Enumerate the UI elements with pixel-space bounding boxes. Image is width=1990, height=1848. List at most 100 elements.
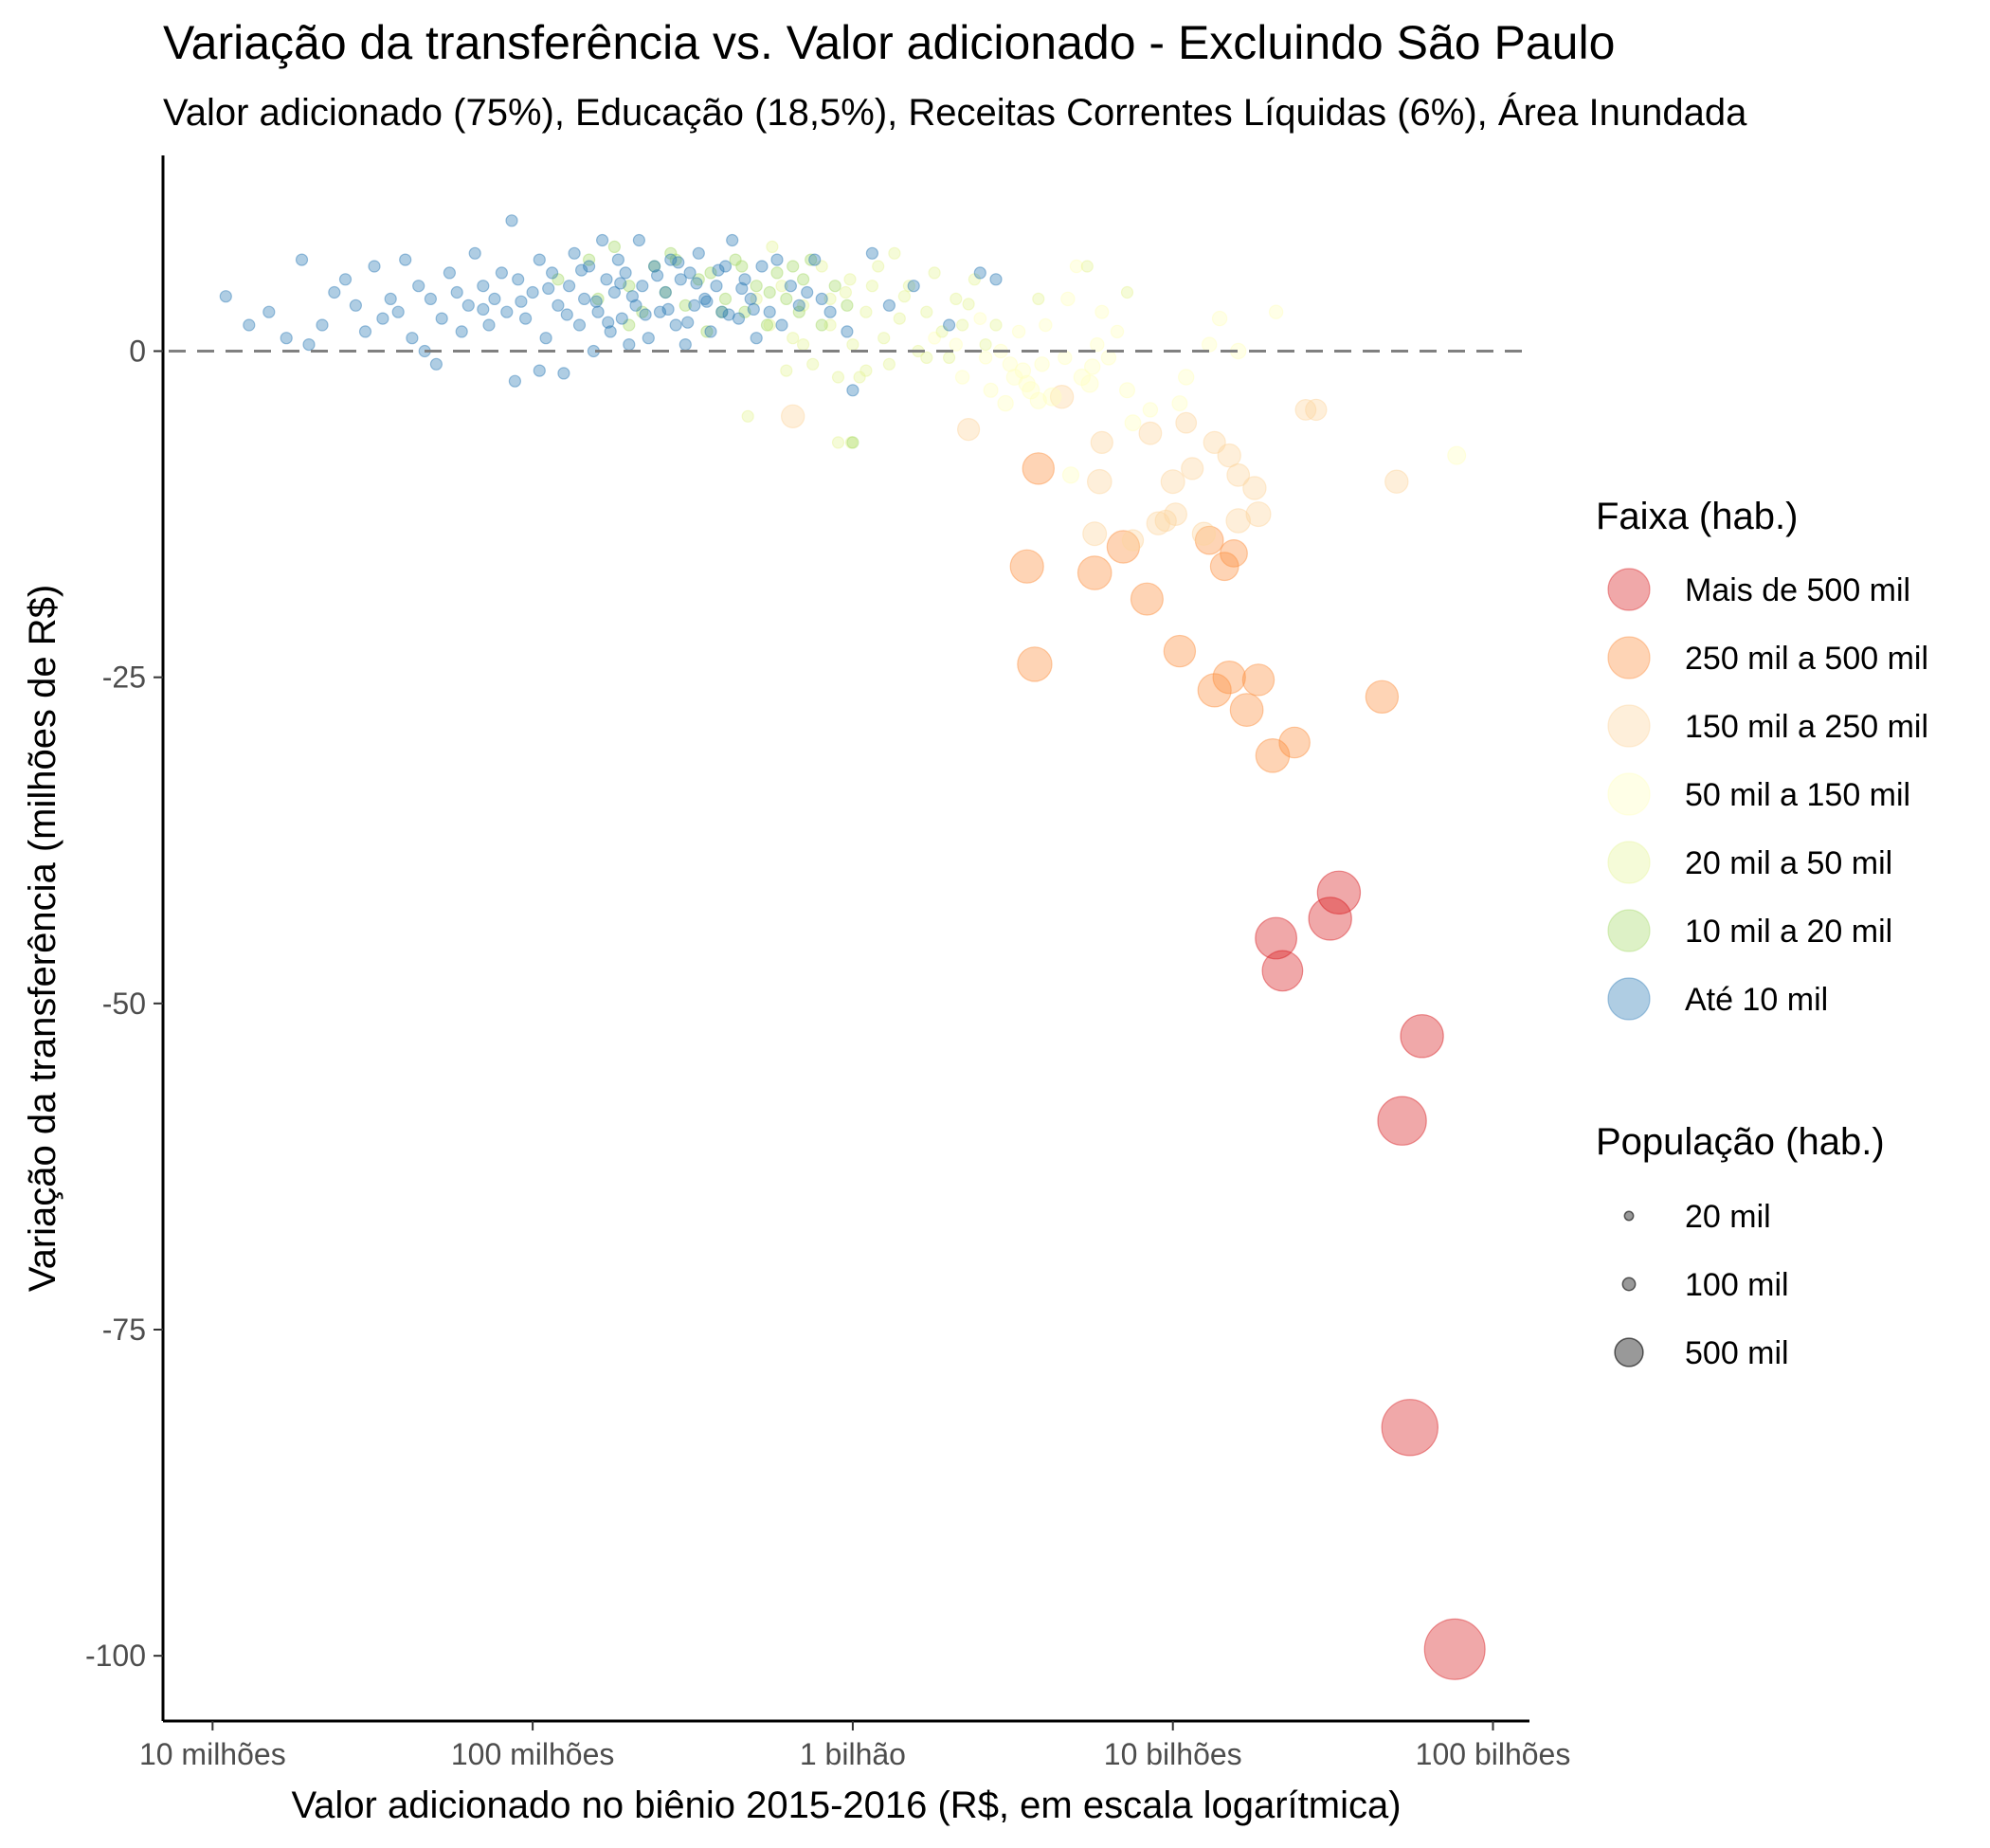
data-point (678, 338, 692, 352)
data-point (636, 280, 649, 293)
data-point (1058, 350, 1073, 366)
data-point (973, 312, 987, 326)
data-point (316, 318, 329, 332)
data-point (729, 253, 742, 266)
data-point (1175, 411, 1198, 434)
data-point (672, 256, 685, 269)
color-legend-title: Faixa (hab.) (1596, 496, 1798, 537)
data-point (715, 305, 729, 318)
data-point (1130, 582, 1164, 616)
data-point (823, 292, 837, 305)
data-point (1009, 549, 1044, 584)
data-point (1106, 530, 1141, 564)
data-point (683, 266, 696, 280)
data-point (1163, 634, 1197, 668)
data-point (562, 280, 576, 293)
data-point (853, 371, 866, 384)
data-point (1181, 457, 1204, 480)
data-point (552, 299, 565, 312)
data-point (710, 280, 723, 293)
data-point (1032, 292, 1045, 305)
data-point (780, 292, 793, 305)
data-point (602, 316, 615, 329)
data-point (882, 357, 896, 371)
color-legend-label: Mais de 500 mil (1685, 572, 1910, 608)
data-point (1011, 324, 1026, 339)
data-point (692, 273, 705, 286)
data-point (623, 318, 636, 332)
data-point (935, 325, 949, 338)
chart-title: Variação da transferência vs. Valor adic… (163, 16, 1615, 69)
data-point (763, 318, 776, 332)
data-point (482, 318, 496, 332)
data-point (692, 246, 705, 260)
data-point (542, 281, 555, 295)
data-point (846, 384, 859, 397)
data-point (831, 436, 845, 449)
data-point (823, 318, 837, 332)
data-point (577, 292, 591, 305)
data-point (1082, 521, 1108, 547)
data-point (1121, 529, 1145, 552)
data-point (755, 260, 769, 273)
data-point (1005, 369, 1023, 386)
size-legend-label: 500 mil (1685, 1335, 1789, 1371)
data-point (1100, 350, 1117, 366)
y-tick-label: -100 (85, 1639, 146, 1673)
data-point (902, 280, 916, 293)
data-point (796, 338, 810, 352)
data-point (841, 325, 854, 338)
data-point (1087, 468, 1113, 495)
data-point (568, 246, 581, 260)
data-point (650, 269, 664, 282)
data-point (1201, 336, 1218, 353)
data-point (1160, 469, 1185, 495)
data-point (1022, 452, 1056, 485)
data-point (1305, 398, 1328, 422)
data-point (1365, 679, 1400, 715)
color-legend-label: 250 mil a 500 mil (1685, 641, 1928, 677)
data-point (495, 266, 509, 280)
data-point (349, 299, 362, 312)
data-point (865, 246, 879, 260)
data-point (983, 382, 999, 398)
color-legend-label: 20 mil a 50 mil (1685, 845, 1892, 881)
data-point (1164, 502, 1187, 526)
size-legend-label: 20 mil (1685, 1199, 1771, 1235)
data-point (219, 290, 232, 303)
data-point (928, 266, 941, 280)
data-point (1022, 381, 1040, 400)
data-point (614, 277, 627, 290)
data-point (1268, 304, 1284, 319)
data-point (843, 273, 857, 286)
data-point (877, 332, 891, 345)
data-point (625, 290, 640, 303)
data-point (942, 318, 956, 332)
data-point (243, 318, 256, 332)
data-point (1191, 521, 1217, 546)
y-axis-title: Variação da transferência (milhões de R$… (22, 585, 63, 1292)
data-point (328, 285, 341, 299)
data-point (815, 260, 828, 273)
data-point (775, 318, 788, 332)
data-point (1042, 387, 1062, 407)
data-point (766, 240, 779, 253)
x-axis-title: Valor adicionado no biênio 2015-2016 (R$… (291, 1785, 1401, 1826)
data-point (805, 253, 818, 266)
data-point (1255, 916, 1297, 960)
data-point (1381, 1399, 1439, 1457)
data-point (989, 273, 1003, 286)
data-point (815, 318, 828, 332)
data-point (1049, 385, 1075, 409)
data-point (1002, 356, 1019, 372)
data-point (1080, 374, 1099, 393)
data-point (698, 292, 712, 305)
data-point (865, 280, 879, 293)
data-point (455, 325, 468, 338)
data-point (647, 260, 661, 273)
size-legend-label: 100 mil (1685, 1267, 1789, 1303)
data-point (828, 280, 841, 293)
data-point (893, 312, 906, 325)
data-point (956, 418, 981, 442)
y-tick-label: -50 (102, 987, 146, 1021)
